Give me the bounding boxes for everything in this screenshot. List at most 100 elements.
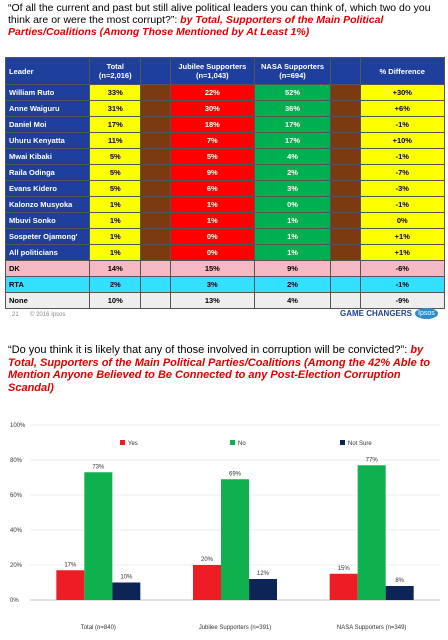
y-tick-label: 100% — [10, 423, 26, 429]
table-cell: 1% — [254, 244, 331, 261]
table-cell: 5% — [89, 164, 142, 181]
table-cell: Sospeter Ojamong' — [4, 228, 91, 245]
table-cell: Raila Odinga — [4, 164, 91, 181]
table-cell: 11% — [89, 132, 142, 149]
table-cell: 9% — [254, 260, 331, 277]
table-cell: William Ruto — [4, 84, 91, 101]
bar — [385, 586, 414, 600]
spacer — [140, 212, 171, 229]
table-cell: 3% — [169, 276, 256, 293]
value-label: 10% — [120, 575, 133, 581]
spacer — [330, 228, 361, 245]
chart-title: “Do you think it is likely that any of t… — [8, 344, 408, 356]
table-cell: 1% — [254, 228, 331, 245]
table-cell: -1% — [359, 276, 446, 293]
subtitle: by Total, Supporters of the Main Politic… — [8, 14, 384, 38]
spacer — [330, 132, 361, 149]
spacer — [140, 84, 171, 101]
table-cell: Daniel Moi — [4, 116, 91, 133]
table-row: All politicians 1% 0% 1% +1% — [4, 244, 446, 261]
table-cell: 5% — [89, 180, 142, 197]
spacer — [330, 244, 361, 261]
table-cell: -1% — [359, 196, 446, 213]
x-tick-label: Total (n=840) — [81, 625, 116, 631]
table-row: Sospeter Ojamong' 1% 0% 1% +1% — [4, 228, 446, 245]
table-row: Anne Waiguru 31% 30% 36% +6% — [4, 100, 446, 117]
table-cell: 13% — [169, 292, 256, 309]
table-cell: 4% — [254, 292, 331, 309]
table-cell: Total (n=2,016) — [89, 57, 142, 85]
table-cell: 1% — [89, 196, 142, 213]
spacer — [330, 180, 361, 197]
table-cell: 52% — [254, 84, 331, 101]
table-row: Mwai Kibaki 5% 5% 4% -1% — [4, 148, 446, 165]
spacer — [140, 100, 171, 117]
table-cell: 7% — [169, 132, 256, 149]
value-label: 77% — [366, 457, 379, 463]
spacer — [140, 180, 171, 197]
x-tick-label: NASA Supporters (n=349) — [337, 625, 407, 631]
table-cell: -1% — [359, 116, 446, 133]
spacer — [330, 116, 361, 133]
copyright: © 2016 Ipsos — [30, 312, 66, 318]
table-cell: Evans Kidero — [4, 180, 91, 197]
table-cell: 0% — [359, 212, 446, 229]
y-tick-label: 20% — [10, 563, 23, 569]
table-cell: 17% — [89, 116, 142, 133]
table-cell: Leader — [4, 57, 91, 85]
table-cell: 5% — [169, 148, 256, 165]
table-cell: 30% — [169, 100, 256, 117]
spacer — [330, 148, 361, 165]
table-cell: 1% — [169, 212, 256, 229]
table-cell: 0% — [169, 244, 256, 261]
table-cell: Mbuvi Sonko — [4, 212, 91, 229]
table-cell: 17% — [254, 132, 331, 149]
table-cell: +6% — [359, 100, 446, 117]
page-number: 21 — [12, 312, 19, 318]
spacer — [330, 292, 361, 309]
table-cell: 36% — [254, 100, 331, 117]
table-cell: Kalonzo Musyoka — [4, 196, 91, 213]
table-row: Uhuru Kenyatta 11% 7% 17% +10% — [4, 132, 446, 149]
table-cell: +1% — [359, 228, 446, 245]
table-cell: 4% — [254, 148, 331, 165]
table-cell: 1% — [89, 244, 142, 261]
spacer — [140, 276, 171, 293]
table: Leader Total (n=2,016) Jubilee Supporters … — [4, 57, 446, 309]
spacer — [330, 276, 361, 293]
legend-swatch — [230, 440, 235, 445]
table-cell: 17% — [254, 116, 331, 133]
table-row: Mbuvi Sonko 1% 1% 1% 0% — [4, 212, 446, 229]
table-cell: 2% — [89, 276, 142, 293]
spacer — [330, 164, 361, 181]
table-cell: 1% — [89, 228, 142, 245]
value-label: 12% — [257, 571, 270, 577]
table-cell: 5% — [89, 148, 142, 165]
table-cell: Uhuru Kenyatta — [4, 132, 91, 149]
table-cell: -7% — [359, 164, 446, 181]
bar — [357, 465, 386, 600]
bar — [193, 565, 221, 600]
table-cell: RTA — [4, 276, 91, 293]
table-cell: 6% — [169, 180, 256, 197]
chart-heading: “Do you think it is likely that any of t… — [8, 344, 438, 394]
chart: 0% 20% 40% 60% 80% 100% Yes No Not Sure Total (n=… — [10, 423, 440, 631]
table-cell: 2% — [254, 164, 331, 181]
spacer — [140, 260, 171, 277]
chart-subtitle: by Total, Supporters of the Main Politic… — [8, 344, 431, 394]
table-cell: 31% — [89, 100, 142, 117]
spacer — [330, 57, 361, 85]
table-cell: 2% — [254, 276, 331, 293]
table-cell: 9% — [169, 164, 256, 181]
table-cell: 10% — [89, 292, 142, 309]
value-label: 15% — [338, 566, 351, 572]
table-cell: Anne Waiguru — [4, 100, 91, 117]
table-slide: “Of all the current and past but still a… — [4, 2, 446, 319]
table-cell: +10% — [359, 132, 446, 149]
table-cell: -3% — [359, 180, 446, 197]
bar — [221, 479, 249, 600]
table-cell: All politicians — [4, 244, 91, 261]
bar — [84, 472, 113, 600]
spacer — [140, 116, 171, 133]
